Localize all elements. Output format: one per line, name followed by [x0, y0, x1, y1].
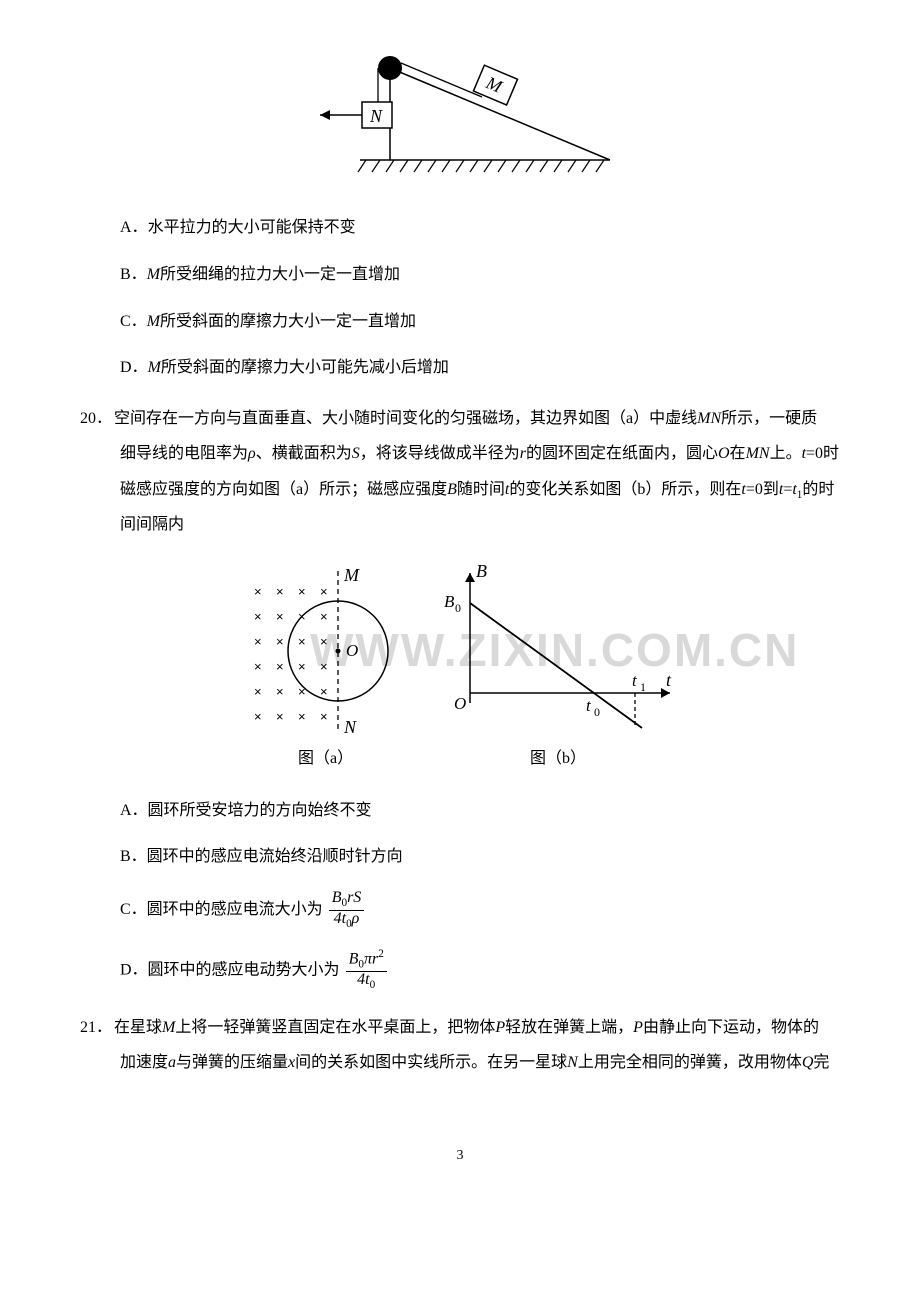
svg-text:×: × [298, 684, 306, 699]
q19-optC: C．M所受斜面的摩擦力大小一定一直增加 [120, 308, 840, 337]
boxN-label: N [369, 106, 383, 126]
q19-optB: B．M所受细绳的拉力大小一定一直增加 [120, 261, 840, 290]
svg-text:O: O [346, 641, 358, 660]
svg-text:×: × [298, 659, 306, 674]
svg-text:t: t [586, 696, 592, 715]
svg-text:1: 1 [640, 680, 646, 694]
svg-text:N: N [343, 717, 357, 737]
fig20b-label: 图（b） [530, 749, 586, 767]
svg-text:×: × [276, 634, 284, 649]
svg-text:0: 0 [455, 601, 461, 615]
svg-text:×: × [320, 609, 328, 624]
svg-text:×: × [298, 709, 306, 724]
svg-text:×: × [254, 634, 262, 649]
svg-text:t: t [632, 671, 638, 690]
svg-text:×: × [298, 584, 306, 599]
svg-text:×: × [254, 709, 262, 724]
q21: 21．在星球M上将一轻弹簧竖直固定在水平桌面上，把物体P轻放在弹簧上端，P由静止… [80, 1010, 840, 1080]
svg-text:×: × [276, 584, 284, 599]
q19-figure: N M [80, 50, 840, 190]
q20-optD: D．圆环中的感应电动势大小为 B0πr2 4t0 [120, 949, 840, 992]
svg-text:M: M [343, 565, 360, 585]
q21-stem: 在星球M上将一轻弹簧竖直固定在水平桌面上，把物体P轻放在弹簧上端，P由静止向下运… [114, 1019, 819, 1036]
q21-number: 21． [80, 1010, 114, 1045]
q20-optA: A．圆环所受安培力的方向始终不变 [120, 797, 840, 826]
svg-text:×: × [320, 634, 328, 649]
svg-text:t: t [666, 670, 672, 690]
svg-text:×: × [254, 659, 262, 674]
svg-text:0: 0 [594, 705, 600, 719]
q19-optA: A．水平拉力的大小可能保持不变 [120, 214, 840, 243]
fig20b-svg: B B 0 O t 0 t 1 t 图（b） [430, 553, 690, 773]
svg-text:B: B [444, 592, 455, 611]
fig20a-svg: M N O × × × × × × × × × × × × × × × × × × × × × × × × 图（a） [230, 553, 430, 773]
optA-letter: A． [120, 219, 148, 236]
svg-text:×: × [254, 684, 262, 699]
q20-stem: 空间存在一方向与直面垂直、大小随时间变化的匀强磁场，其边界如图（a）中虚线MN所… [114, 410, 817, 427]
q20-optC: C．圆环中的感应电流大小为 B0rS 4t0ρ [120, 890, 840, 931]
svg-text:×: × [320, 684, 328, 699]
svg-text:×: × [276, 684, 284, 699]
q20-optD-frac: B0πr2 4t0 [346, 949, 387, 992]
optA-text: 水平拉力的大小可能保持不变 [148, 219, 356, 236]
q20-optC-frac: B0rS 4t0ρ [329, 890, 365, 931]
svg-text:×: × [320, 584, 328, 599]
svg-text:×: × [298, 609, 306, 624]
svg-text:×: × [320, 659, 328, 674]
svg-text:×: × [276, 659, 284, 674]
svg-text:×: × [276, 609, 284, 624]
q19-optD: D．M所受斜面的摩擦力大小可能先减小后增加 [120, 354, 840, 383]
svg-text:×: × [276, 709, 284, 724]
q20-figures: M N O × × × × × × × × × × × × × × × × × × × × × × × × 图（a） [80, 553, 840, 773]
svg-text:×: × [320, 709, 328, 724]
svg-text:O: O [454, 694, 466, 713]
svg-text:×: × [254, 609, 262, 624]
q20: 20．空间存在一方向与直面垂直、大小随时间变化的匀强磁场，其边界如图（a）中虚线… [80, 401, 840, 542]
svg-text:B: B [476, 561, 487, 581]
page-number: 3 [80, 1141, 840, 1172]
svg-text:×: × [254, 584, 262, 599]
fig20a-label: 图（a） [298, 749, 353, 767]
svg-text:×: × [298, 634, 306, 649]
q20-optB: B．圆环中的感应电流始终沿顺时针方向 [120, 843, 840, 872]
q20-number: 20． [80, 401, 114, 436]
